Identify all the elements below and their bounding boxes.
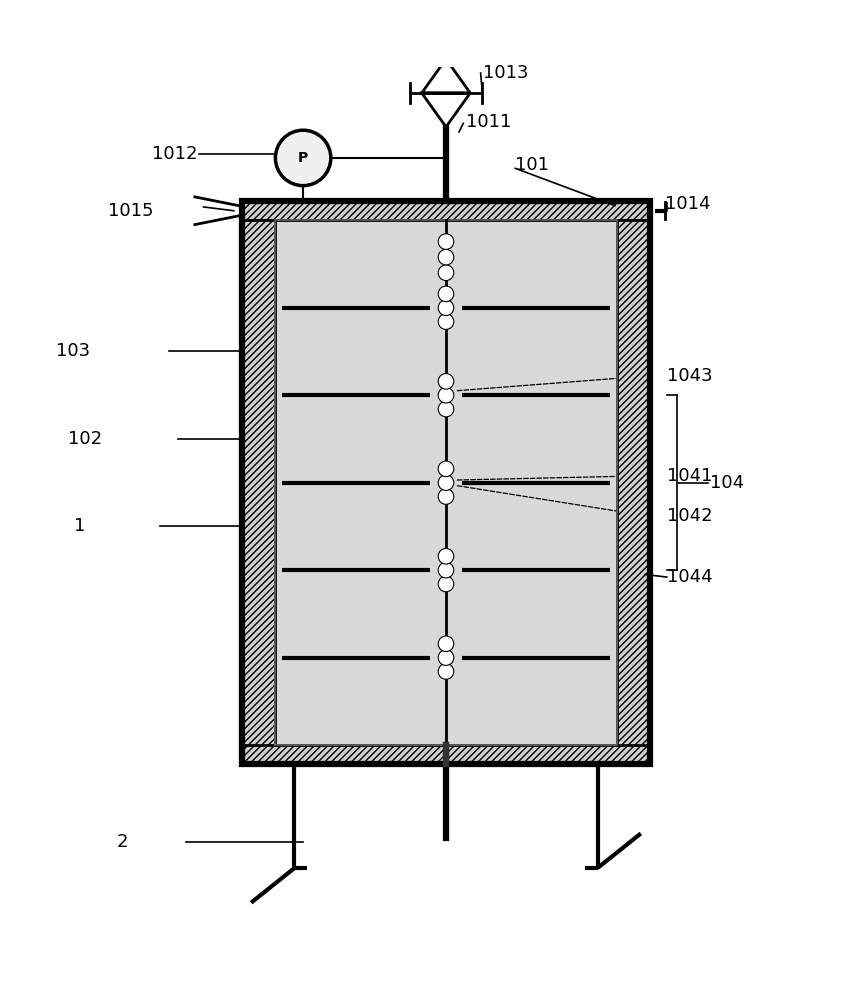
Text: 1015: 1015 xyxy=(108,202,154,220)
Text: 1013: 1013 xyxy=(483,64,529,82)
Text: 1: 1 xyxy=(74,517,85,535)
Circle shape xyxy=(438,234,454,249)
Circle shape xyxy=(275,130,331,186)
Circle shape xyxy=(438,489,454,504)
Circle shape xyxy=(438,286,454,302)
Circle shape xyxy=(438,562,454,578)
Text: 1014: 1014 xyxy=(665,195,711,213)
Circle shape xyxy=(438,636,454,652)
Circle shape xyxy=(438,374,454,389)
Polygon shape xyxy=(422,59,470,93)
Circle shape xyxy=(438,576,454,592)
Bar xyxy=(275,220,617,745)
Circle shape xyxy=(438,387,454,403)
Circle shape xyxy=(438,664,454,679)
Bar xyxy=(242,745,650,764)
Text: 1012: 1012 xyxy=(152,145,197,163)
Bar xyxy=(242,201,650,764)
Text: 1041: 1041 xyxy=(667,467,713,485)
Text: 2: 2 xyxy=(117,833,128,851)
Circle shape xyxy=(438,265,454,281)
Text: P: P xyxy=(298,151,308,165)
Text: 103: 103 xyxy=(56,342,90,360)
Bar xyxy=(275,220,617,745)
Text: 101: 101 xyxy=(515,156,549,174)
Circle shape xyxy=(438,548,454,564)
Text: 1011: 1011 xyxy=(466,113,511,131)
Circle shape xyxy=(438,401,454,417)
Text: 1044: 1044 xyxy=(667,568,713,586)
Text: 1043: 1043 xyxy=(667,367,713,385)
Circle shape xyxy=(438,475,454,490)
Bar xyxy=(617,220,650,745)
Circle shape xyxy=(438,650,454,665)
Polygon shape xyxy=(422,93,470,127)
Bar xyxy=(242,220,275,745)
Circle shape xyxy=(438,461,454,477)
Bar xyxy=(242,201,650,220)
Circle shape xyxy=(438,314,454,329)
Text: 104: 104 xyxy=(710,474,744,492)
Text: 1042: 1042 xyxy=(667,507,713,525)
Circle shape xyxy=(438,249,454,265)
Circle shape xyxy=(438,300,454,316)
Text: 102: 102 xyxy=(68,430,101,448)
